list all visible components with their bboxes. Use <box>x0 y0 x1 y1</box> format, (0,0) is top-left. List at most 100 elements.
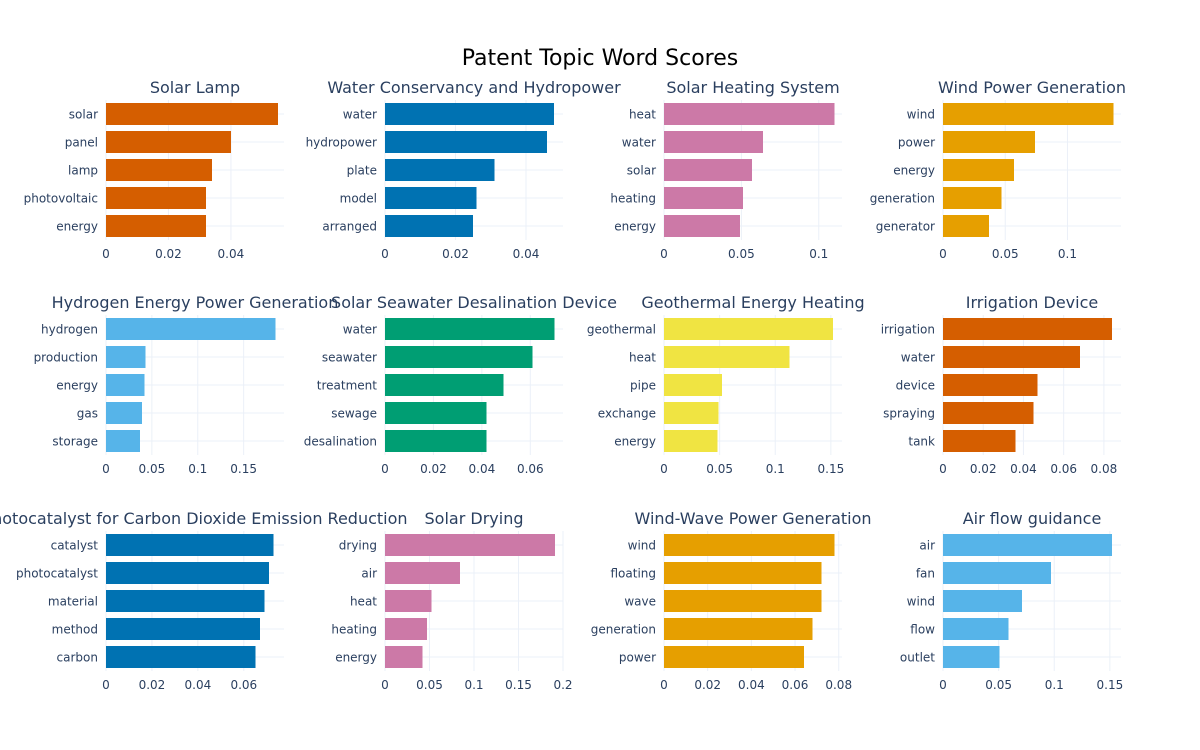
x-tick-label: 0 <box>381 462 389 476</box>
bar[interactable] <box>106 186 206 210</box>
bar[interactable] <box>943 158 1014 182</box>
bar[interactable] <box>664 429 718 453</box>
bar[interactable] <box>664 645 804 669</box>
bar[interactable] <box>106 401 142 425</box>
subplot-title: Wind Power Generation <box>938 78 1126 97</box>
bar[interactable] <box>943 186 1002 210</box>
bar[interactable] <box>106 373 145 397</box>
y-tick-label: energy <box>56 220 98 234</box>
bar[interactable] <box>106 533 274 557</box>
y-tick-label: exchange <box>598 407 656 421</box>
bar[interactable] <box>943 617 1009 641</box>
bar[interactable] <box>106 317 276 341</box>
bar[interactable] <box>106 345 146 369</box>
y-tick-label: treatment <box>317 379 377 393</box>
bar[interactable] <box>106 589 265 613</box>
x-tick-label: 0.1 <box>188 462 207 476</box>
x-tick-label: 0.06 <box>517 462 544 476</box>
x-tick-label: 0.02 <box>420 462 447 476</box>
bar[interactable] <box>943 130 1036 154</box>
bar[interactable] <box>943 589 1022 613</box>
bar[interactable] <box>664 158 753 182</box>
x-tick-label: 0 <box>102 247 110 261</box>
x-tick-label: 0.15 <box>1097 678 1124 692</box>
bar[interactable] <box>943 429 1016 453</box>
bar[interactable] <box>943 317 1112 341</box>
x-tick-label: 0.04 <box>738 678 765 692</box>
x-tick-label: 0 <box>660 678 668 692</box>
y-tick-label: power <box>619 651 656 665</box>
bar[interactable] <box>385 589 432 613</box>
bar[interactable] <box>664 589 822 613</box>
y-tick-label: generator <box>876 220 935 234</box>
y-tick-label: wind <box>907 108 935 122</box>
y-tick-label: photovoltaic <box>24 192 98 206</box>
bar[interactable] <box>385 429 487 453</box>
bar[interactable] <box>106 617 260 641</box>
bar[interactable] <box>664 561 822 585</box>
bar[interactable] <box>106 429 140 453</box>
bar[interactable] <box>664 533 835 557</box>
bar[interactable] <box>664 401 719 425</box>
y-tick-label: carbon <box>57 651 98 665</box>
bar[interactable] <box>106 214 206 238</box>
bar[interactable] <box>106 102 278 126</box>
bar[interactable] <box>664 617 813 641</box>
bar[interactable] <box>106 561 270 585</box>
bar[interactable] <box>943 401 1034 425</box>
bar[interactable] <box>664 102 835 126</box>
subplot-title: Photocatalyst for Carbon Dioxide Emissio… <box>0 509 408 528</box>
bar[interactable] <box>664 317 834 341</box>
bar[interactable] <box>664 130 764 154</box>
y-tick-label: geothermal <box>587 323 656 337</box>
bar[interactable] <box>106 158 213 182</box>
subplot-title: Solar Lamp <box>150 78 240 97</box>
bar[interactable] <box>385 561 460 585</box>
bar[interactable] <box>664 345 790 369</box>
bar[interactable] <box>664 186 743 210</box>
y-tick-label: catalyst <box>51 539 99 553</box>
y-tick-label: generation <box>591 623 656 637</box>
y-tick-label: pipe <box>630 379 656 393</box>
subplot-title: Hydrogen Energy Power Generation <box>52 293 339 312</box>
subplot-title: Air flow guidance <box>963 509 1102 528</box>
x-tick-label: 0.1 <box>809 247 828 261</box>
bar[interactable] <box>385 401 487 425</box>
x-tick-label: 0.05 <box>985 678 1012 692</box>
x-tick-label: 0.04 <box>469 462 496 476</box>
bar[interactable] <box>385 373 504 397</box>
bar[interactable] <box>943 645 1000 669</box>
bar[interactable] <box>385 317 555 341</box>
y-tick-label: method <box>52 623 98 637</box>
bar[interactable] <box>385 617 427 641</box>
bar[interactable] <box>943 533 1113 557</box>
x-tick-label: 0.06 <box>230 678 257 692</box>
bar[interactable] <box>385 214 474 238</box>
bar[interactable] <box>664 214 740 238</box>
x-tick-label: 0.1 <box>1045 678 1064 692</box>
bar[interactable] <box>943 102 1114 126</box>
bar[interactable] <box>385 186 477 210</box>
subplot-title: Water Conservancy and Hydropower <box>327 78 621 97</box>
y-tick-label: plate <box>347 164 377 178</box>
bar[interactable] <box>664 373 722 397</box>
bar[interactable] <box>106 645 256 669</box>
x-tick-label: 0.06 <box>782 678 809 692</box>
bar[interactable] <box>943 214 990 238</box>
bar[interactable] <box>385 158 495 182</box>
y-tick-label: irrigation <box>881 323 935 337</box>
bar[interactable] <box>385 345 533 369</box>
bar[interactable] <box>943 373 1038 397</box>
chart-title: Patent Topic Word Scores <box>462 46 738 71</box>
y-tick-label: hydropower <box>306 136 377 150</box>
x-tick-label: 0.08 <box>1091 462 1118 476</box>
bar[interactable] <box>385 645 423 669</box>
bar[interactable] <box>385 533 555 557</box>
bar[interactable] <box>943 561 1051 585</box>
bar[interactable] <box>106 130 231 154</box>
bar[interactable] <box>385 102 555 126</box>
x-tick-label: 0.04 <box>513 247 540 261</box>
bar[interactable] <box>943 345 1080 369</box>
bar[interactable] <box>385 130 548 154</box>
